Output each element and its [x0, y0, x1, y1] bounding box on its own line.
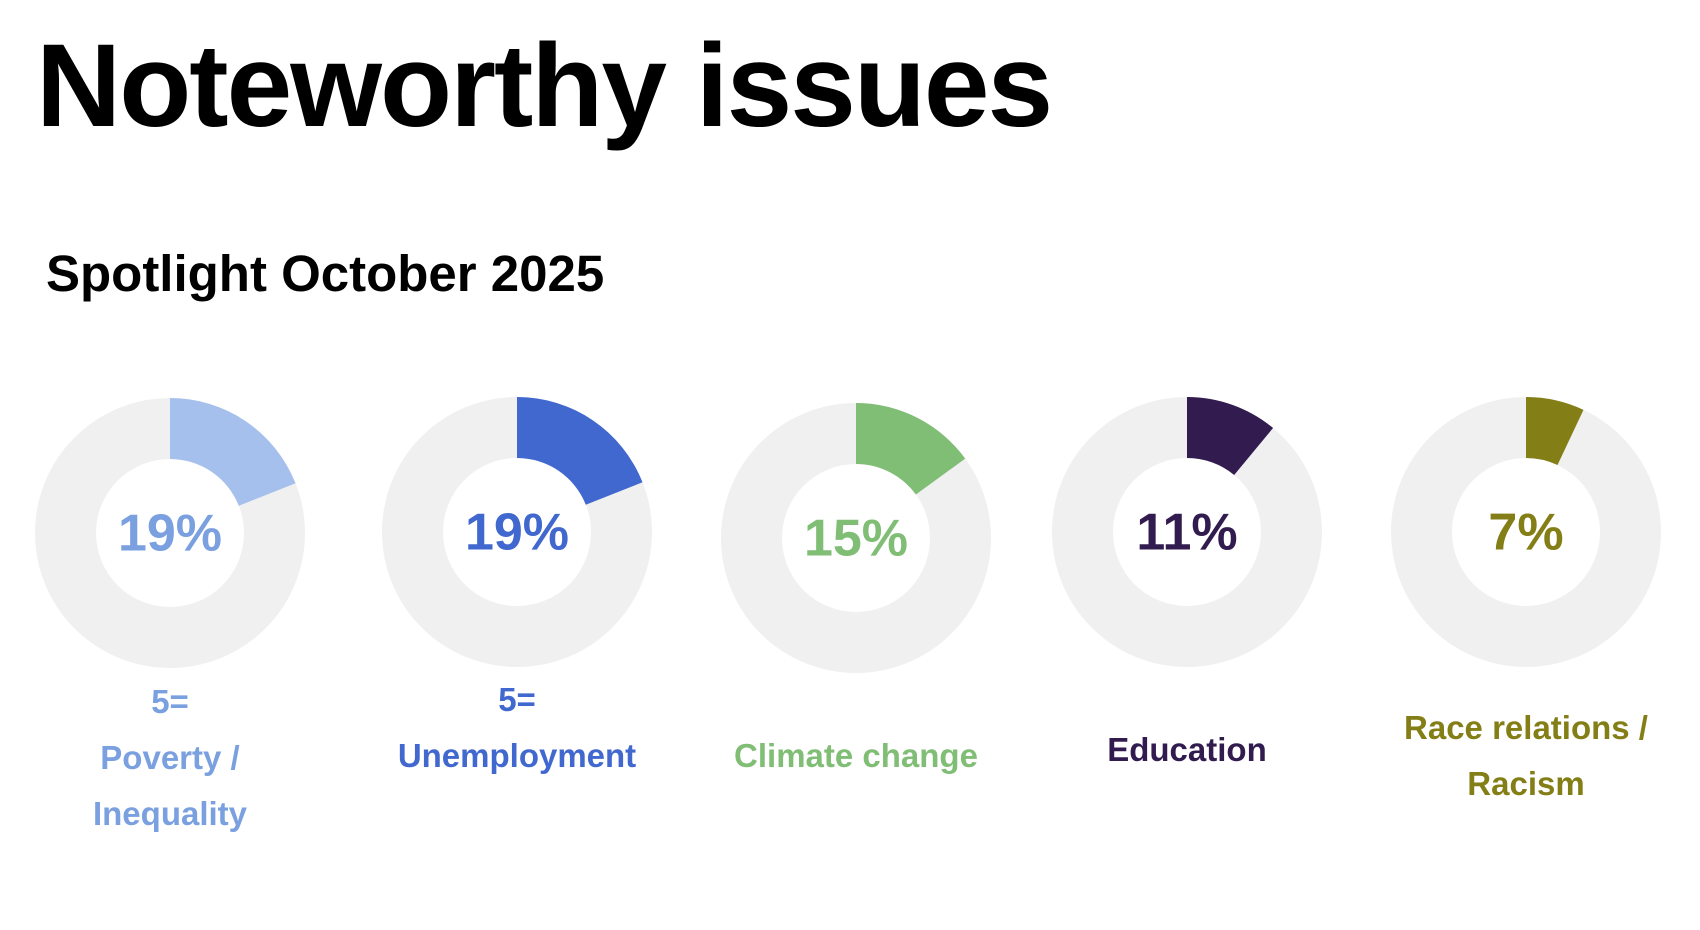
- category-line: Race relations /: [1404, 709, 1648, 746]
- donut-slice-unemployment: [517, 397, 643, 505]
- category-label-race-relations-racism: Race relations / Racism: [1376, 700, 1676, 812]
- category-line: Inequality: [92, 795, 248, 832]
- category-line: Education: [1107, 731, 1267, 768]
- category-line: Unemployment: [397, 737, 637, 774]
- page-title: Noteworthy issues: [36, 20, 1053, 152]
- category-label-poverty-inequality: 5= Poverty / Inequality: [20, 674, 320, 842]
- donut-climate-change: 15%: [721, 403, 991, 673]
- value-label-education: 11%: [1136, 504, 1237, 562]
- page-subtitle: Spotlight October 2025: [46, 245, 605, 302]
- rank-label: 5=: [151, 683, 189, 720]
- value-label-climate-change: 15%: [804, 510, 908, 568]
- value-label-race-relations-racism: 7%: [1488, 504, 1563, 562]
- donut-slice-education: [1187, 397, 1274, 475]
- category-label-climate-change: Climate change: [706, 728, 1006, 784]
- donut-slice-climate-change: [856, 403, 966, 495]
- category-line: Poverty /: [100, 739, 240, 776]
- value-label-poverty-inequality: 19%: [118, 505, 222, 563]
- donut-education: 11%: [1052, 397, 1322, 667]
- category-label-unemployment: 5= Unemployment: [367, 672, 667, 784]
- rank-label: 5=: [498, 681, 536, 718]
- donut-unemployment: 19%: [382, 397, 652, 667]
- value-label-unemployment: 19%: [465, 504, 569, 562]
- category-line: Climate change: [734, 737, 978, 774]
- donut-slice-race-relations-racism: [1526, 397, 1584, 466]
- category-line: Racism: [1467, 765, 1585, 802]
- donut-slice-poverty-inequality: [170, 398, 296, 506]
- category-label-education: Education: [1037, 722, 1337, 778]
- donut-race-relations-racism: 7%: [1391, 397, 1661, 667]
- donut-poverty-inequality: 19%: [35, 398, 305, 668]
